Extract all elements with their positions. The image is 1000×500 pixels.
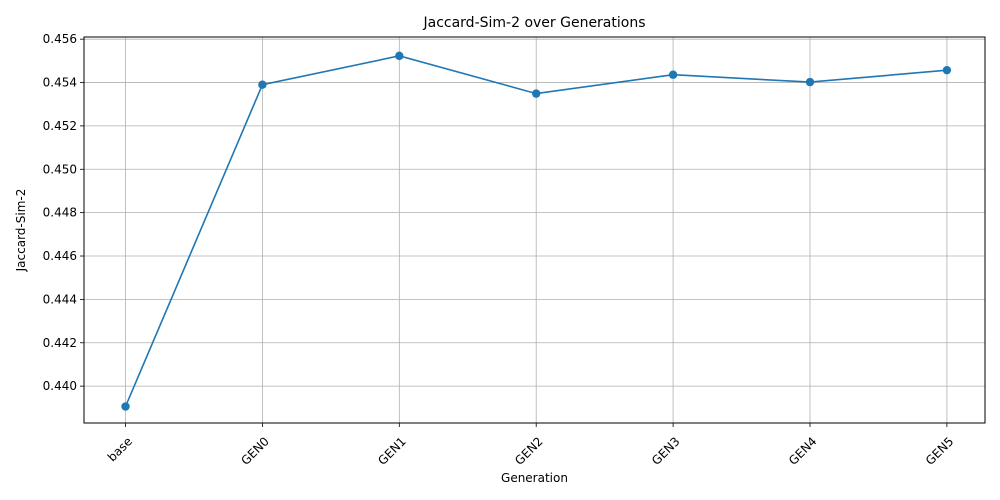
y-tick-label: 0.444 <box>43 292 77 306</box>
x-tick-label: GEN0 <box>238 434 272 468</box>
plot-area-frame <box>83 36 986 424</box>
x-tick-label: GEN4 <box>786 434 820 468</box>
y-axis: 0.440 0.442 0.444 0.446 0.448 0.450 0.452 0.454… <box>43 32 84 393</box>
data-point <box>121 402 130 411</box>
y-tick-label: 0.450 <box>43 162 77 176</box>
data-point <box>395 51 404 61</box>
y-tick-label: 0.454 <box>43 76 77 90</box>
y-tick-label: 0.440 <box>43 379 77 393</box>
x-axis-label: Generation <box>501 471 568 485</box>
y-tick-label: 0.446 <box>43 249 77 263</box>
y-tick-label: 0.452 <box>43 119 77 133</box>
x-axis: base GEN0 GEN1 GEN2 GEN3 GEN4 GEN5 <box>105 423 957 468</box>
series-line <box>121 51 952 411</box>
y-tick-label: 0.456 <box>43 32 77 46</box>
x-tick-label: GEN5 <box>923 434 957 468</box>
data-point <box>258 80 267 89</box>
x-tick-label: base <box>105 434 135 464</box>
x-tick-label: GEN2 <box>512 434 546 468</box>
y-tick-label: 0.442 <box>43 336 77 350</box>
x-tick-label: GEN3 <box>649 434 683 468</box>
y-axis-label: Jaccard-Sim-2 <box>14 189 28 273</box>
y-tick-label: 0.448 <box>43 206 77 220</box>
data-point <box>668 70 678 79</box>
data-point <box>942 65 952 75</box>
data-point <box>805 77 815 87</box>
grid-lines <box>84 37 985 423</box>
chart-title: Jaccard-Sim-2 over Generations <box>422 15 645 31</box>
x-tick-label: GEN1 <box>375 434 409 468</box>
data-point <box>532 89 541 98</box>
